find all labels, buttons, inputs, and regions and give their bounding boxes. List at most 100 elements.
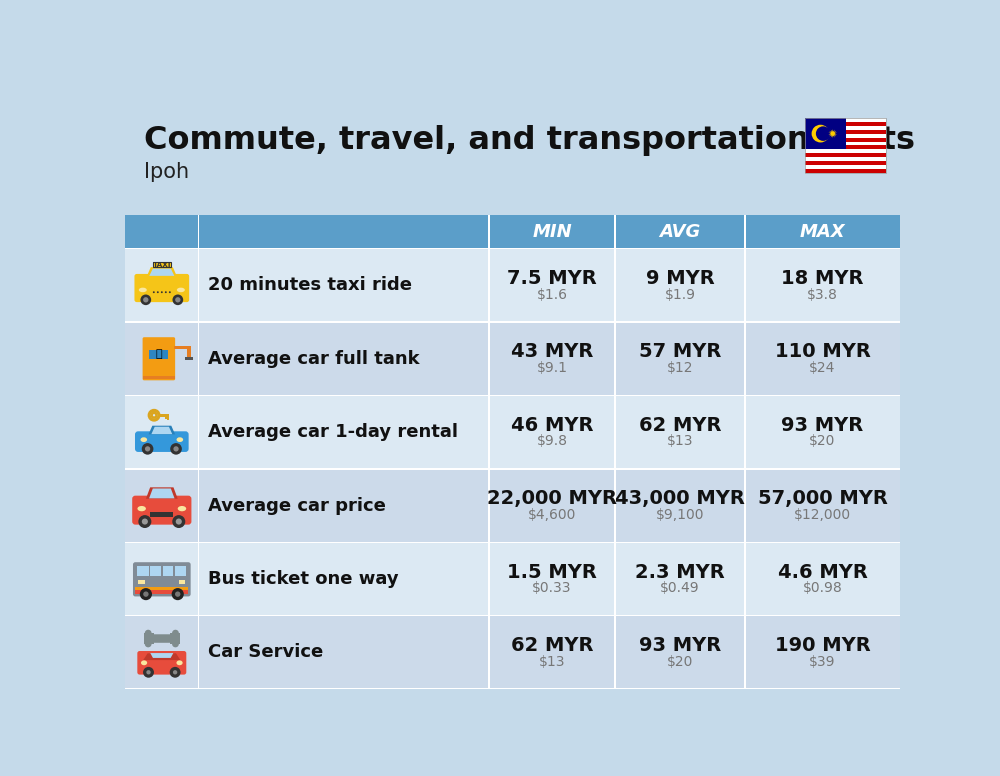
- Text: $3.8: $3.8: [807, 288, 838, 302]
- Polygon shape: [149, 488, 175, 498]
- Circle shape: [143, 591, 149, 597]
- Ellipse shape: [178, 506, 186, 511]
- FancyBboxPatch shape: [143, 338, 175, 380]
- FancyBboxPatch shape: [134, 274, 189, 302]
- Bar: [158, 414, 169, 417]
- Circle shape: [142, 443, 153, 455]
- Bar: [488, 215, 490, 689]
- Text: $20: $20: [667, 655, 693, 669]
- Bar: [805, 122, 886, 126]
- Text: 9 MYR: 9 MYR: [646, 269, 714, 288]
- Bar: [125, 215, 900, 248]
- Bar: [805, 150, 886, 154]
- Bar: [170, 633, 180, 644]
- Bar: [125, 396, 900, 469]
- FancyBboxPatch shape: [145, 634, 178, 643]
- Bar: [125, 542, 900, 615]
- Bar: [125, 469, 900, 542]
- Ellipse shape: [176, 660, 183, 665]
- Text: 57,000 MYR: 57,000 MYR: [758, 489, 887, 508]
- Bar: [161, 566, 163, 576]
- Bar: [805, 137, 886, 141]
- Text: MIN: MIN: [532, 223, 572, 241]
- Circle shape: [143, 667, 154, 677]
- Circle shape: [172, 295, 183, 305]
- Polygon shape: [150, 653, 173, 658]
- Text: $1.9: $1.9: [664, 288, 695, 302]
- Bar: [149, 566, 150, 576]
- Polygon shape: [151, 427, 172, 434]
- Polygon shape: [146, 487, 178, 499]
- Text: $0.33: $0.33: [532, 581, 572, 595]
- FancyBboxPatch shape: [132, 496, 191, 525]
- Text: $9.1: $9.1: [537, 361, 568, 375]
- Bar: [125, 688, 900, 689]
- Bar: [167, 417, 169, 420]
- Polygon shape: [149, 268, 174, 275]
- Bar: [125, 322, 900, 396]
- Polygon shape: [149, 426, 175, 435]
- Bar: [138, 580, 145, 584]
- Polygon shape: [828, 129, 837, 138]
- Text: Average car 1-day rental: Average car 1-day rental: [208, 423, 458, 442]
- Ellipse shape: [177, 288, 185, 293]
- Circle shape: [175, 591, 180, 597]
- Bar: [187, 346, 191, 359]
- Text: 93 MYR: 93 MYR: [639, 636, 721, 655]
- Text: Average car price: Average car price: [208, 497, 386, 514]
- Text: Average car full tank: Average car full tank: [208, 350, 420, 368]
- Text: $0.98: $0.98: [803, 581, 842, 595]
- Ellipse shape: [177, 438, 183, 442]
- Bar: [125, 542, 900, 543]
- Text: 20 minutes taxi ride: 20 minutes taxi ride: [208, 276, 412, 294]
- Text: AVG: AVG: [659, 223, 701, 241]
- Text: $4,600: $4,600: [528, 508, 576, 521]
- Bar: [125, 395, 900, 397]
- Text: 62 MYR: 62 MYR: [639, 416, 721, 435]
- Circle shape: [153, 291, 155, 293]
- Bar: [805, 118, 846, 150]
- Bar: [153, 262, 171, 268]
- Text: 1.5 MYR: 1.5 MYR: [507, 563, 597, 581]
- Circle shape: [140, 295, 151, 305]
- Bar: [179, 580, 185, 584]
- Bar: [149, 350, 168, 359]
- Bar: [125, 615, 900, 616]
- Text: TAXI: TAXI: [153, 262, 171, 268]
- Polygon shape: [143, 653, 180, 660]
- Ellipse shape: [137, 506, 146, 511]
- Circle shape: [816, 126, 831, 141]
- Text: $1.6: $1.6: [537, 288, 568, 302]
- Text: $12,000: $12,000: [794, 508, 851, 521]
- Text: 43 MYR: 43 MYR: [511, 342, 593, 362]
- Bar: [143, 376, 175, 379]
- Bar: [144, 633, 154, 644]
- Bar: [805, 145, 886, 150]
- Circle shape: [161, 291, 163, 293]
- Bar: [744, 215, 746, 689]
- Bar: [805, 158, 886, 161]
- Polygon shape: [147, 267, 177, 276]
- Bar: [805, 165, 886, 169]
- Circle shape: [165, 291, 167, 293]
- Bar: [805, 133, 886, 137]
- Text: 57 MYR: 57 MYR: [639, 342, 721, 362]
- Bar: [805, 118, 886, 173]
- Text: 93 MYR: 93 MYR: [781, 416, 864, 435]
- Text: $9.8: $9.8: [537, 435, 568, 449]
- Text: $39: $39: [809, 655, 836, 669]
- Text: $9,100: $9,100: [656, 508, 704, 521]
- Bar: [174, 346, 190, 348]
- Bar: [805, 169, 886, 173]
- Bar: [173, 566, 175, 576]
- Bar: [614, 215, 616, 689]
- Bar: [805, 141, 886, 145]
- Bar: [125, 468, 900, 469]
- Bar: [805, 154, 886, 158]
- Bar: [125, 248, 900, 322]
- Text: $20: $20: [809, 435, 836, 449]
- Circle shape: [142, 518, 148, 525]
- Bar: [805, 130, 886, 133]
- Ellipse shape: [140, 438, 147, 442]
- Circle shape: [145, 446, 150, 452]
